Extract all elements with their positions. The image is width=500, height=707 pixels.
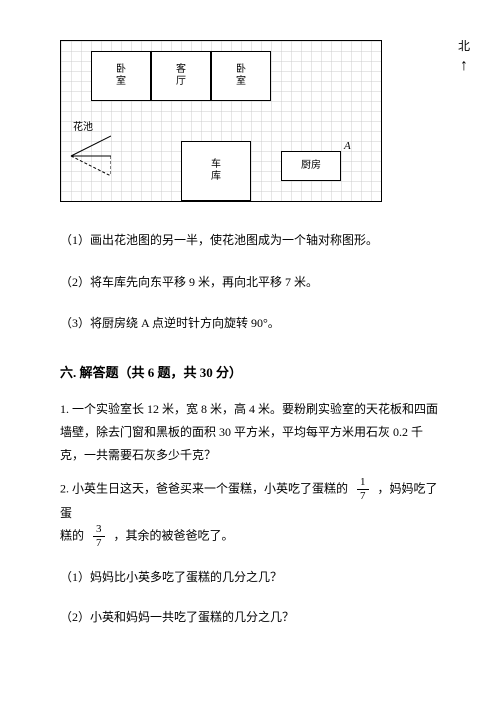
frac-num: 3 <box>93 524 105 537</box>
p2-text-post: ，其余的被爸爸吃了。 <box>114 529 234 543</box>
problem-1: 1. 一个实验室长 12 米，宽 8 米，高 4 米。要粉刷实验室的天花板和四面… <box>60 398 440 466</box>
frac-den: 7 <box>93 537 105 549</box>
room-garage: 车 库 <box>181 141 251 201</box>
room-label: 厨房 <box>301 160 321 172</box>
p2-text-mid2: 糕的 <box>60 529 84 543</box>
point-a-label: A <box>344 137 351 157</box>
room-label: 卧 室 <box>116 64 126 88</box>
fraction-3-7: 3 7 <box>93 524 105 549</box>
problem-2: 2. 小英生日这天，爸爸买来一个蛋糕，小英吃了蛋糕的 1 7 ，妈妈吃了蛋 糕的… <box>60 477 440 550</box>
problem-2-sub-2: （2）小英和妈妈一共吃了蛋糕的几分之几？ <box>60 607 440 629</box>
flower-pond-triangle <box>61 131 111 181</box>
room-label: 客 厅 <box>176 64 186 88</box>
floor-plan-diagram: 卧 室 客 厅 卧 室 车 库 厨房 A 花池 北 ↑ <box>60 40 440 202</box>
question-3: （3）将厨房绕 A 点逆时针方向旋转 90°。 <box>60 313 440 335</box>
room-kitchen: 厨房 <box>281 151 341 181</box>
room-livingroom: 客 厅 <box>151 51 211 101</box>
question-2: （2）将车库先向东平移 9 米，再向北平移 7 米。 <box>60 272 440 294</box>
room-bedroom-1: 卧 室 <box>91 51 151 101</box>
fraction-1-7: 1 7 <box>357 477 369 502</box>
frac-num: 1 <box>357 477 369 490</box>
question-1: （1）画出花池图的另一半，使花池图成为一个轴对称图形。 <box>60 230 440 252</box>
flower-pond-label: 花池 <box>73 119 93 137</box>
section-6-title: 六. 解答题（共 6 题，共 30 分） <box>60 361 440 384</box>
room-label: 卧 室 <box>236 64 246 88</box>
p2-text-pre: 2. 小英生日这天，爸爸买来一个蛋糕，小英吃了蛋糕的 <box>60 481 348 495</box>
frac-den: 7 <box>357 490 369 502</box>
north-indicator: 北 ↑ <box>458 36 470 74</box>
north-label: 北 <box>458 36 470 58</box>
north-arrow-icon: ↑ <box>458 58 470 74</box>
room-label: 车 库 <box>211 159 221 183</box>
problem-2-sub-1: （1）妈妈比小英多吃了蛋糕的几分之几？ <box>60 567 440 589</box>
room-bedroom-2: 卧 室 <box>211 51 271 101</box>
grid-area: 卧 室 客 厅 卧 室 车 库 厨房 A 花池 <box>60 40 382 202</box>
